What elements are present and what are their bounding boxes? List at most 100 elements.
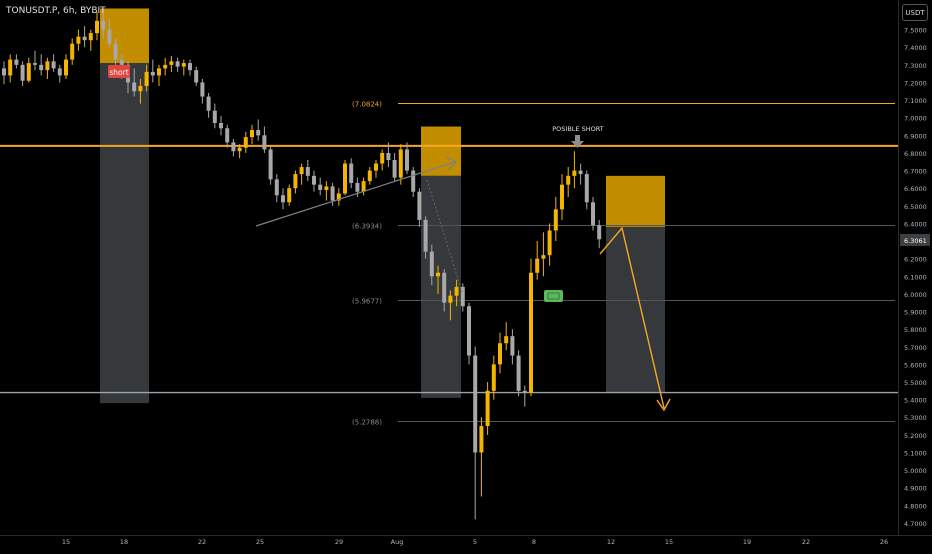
candle-body bbox=[386, 152, 391, 160]
trend-line bbox=[255, 161, 456, 227]
x-tick-label: 29 bbox=[335, 538, 343, 546]
candle-body bbox=[150, 71, 155, 76]
candle-body bbox=[262, 135, 267, 150]
candle-body bbox=[57, 68, 62, 76]
candle-body bbox=[572, 170, 577, 176]
candle-body bbox=[541, 255, 546, 259]
x-tick-label: 5 bbox=[473, 538, 477, 546]
candle-body bbox=[287, 188, 292, 203]
candle-body bbox=[324, 186, 329, 190]
candle-body bbox=[206, 96, 211, 111]
short-tag-label: short bbox=[109, 68, 128, 77]
candle-body bbox=[349, 163, 354, 183]
position-stop-zone bbox=[606, 175, 665, 227]
candle-body bbox=[8, 59, 13, 76]
candle-body bbox=[522, 390, 527, 393]
y-tick-label: 7.2000 bbox=[904, 79, 927, 87]
candle-body bbox=[231, 142, 236, 152]
candle-body bbox=[2, 68, 6, 76]
candle-body bbox=[175, 61, 180, 67]
current-price-badge bbox=[900, 233, 930, 246]
candle-body bbox=[398, 149, 403, 178]
candle-body bbox=[411, 170, 416, 192]
candle-body bbox=[460, 286, 465, 307]
candle-body bbox=[374, 163, 378, 171]
y-tick-label: 5.2000 bbox=[904, 432, 927, 440]
posible-short-label: POSIBLE SHORT bbox=[552, 125, 604, 133]
candle-body bbox=[498, 343, 502, 365]
candle-body bbox=[429, 251, 434, 277]
position-target-zone bbox=[100, 63, 149, 404]
x-tick-label: 15 bbox=[665, 538, 673, 546]
position-stop-zone bbox=[421, 126, 461, 176]
candle-body bbox=[355, 182, 360, 192]
candle-body bbox=[88, 33, 93, 41]
candle-body bbox=[299, 167, 304, 175]
candle-body bbox=[380, 152, 385, 164]
candle-body bbox=[591, 202, 595, 226]
candle-body bbox=[367, 170, 372, 182]
candle-body bbox=[473, 355, 478, 453]
y-tick-label: 7.4000 bbox=[904, 44, 927, 52]
candle-body bbox=[243, 137, 248, 148]
level-lines: (7.0824) (6.3934) (5.9677) (5.2788) bbox=[0, 101, 898, 427]
candle-body bbox=[212, 110, 217, 123]
candle-body bbox=[479, 426, 484, 453]
candle-body bbox=[101, 20, 106, 30]
x-tick-label: 26 bbox=[880, 538, 888, 546]
candle-body bbox=[14, 59, 19, 65]
level-label: (5.9677) bbox=[352, 298, 382, 306]
y-tick-label: 6.4000 bbox=[904, 220, 927, 228]
candle-body bbox=[132, 82, 137, 92]
trend-line-arrowhead bbox=[445, 156, 458, 171]
candle-body bbox=[119, 59, 124, 65]
x-tick-label: 22 bbox=[802, 538, 810, 546]
x-tick-label: 15 bbox=[62, 538, 70, 546]
candle-body bbox=[20, 64, 25, 81]
candle-body bbox=[485, 390, 490, 427]
y-tick-label: 6.2000 bbox=[904, 256, 927, 264]
candle-body bbox=[578, 170, 583, 175]
x-tick-label: 12 bbox=[607, 538, 615, 546]
candle-body bbox=[33, 63, 37, 65]
target-marker bbox=[544, 290, 563, 302]
y-tick-label: 6.9000 bbox=[904, 132, 927, 140]
candle-body bbox=[107, 29, 112, 44]
candle-body bbox=[225, 128, 230, 143]
level-label: (7.0824) bbox=[352, 101, 382, 109]
candle-body bbox=[423, 219, 428, 252]
candle-body bbox=[138, 86, 143, 92]
position-stop-zone bbox=[100, 8, 149, 64]
candle-body bbox=[219, 123, 223, 129]
y-tick-label: 5.9000 bbox=[904, 309, 927, 317]
x-tick-label: 8 bbox=[532, 538, 536, 546]
candle-body bbox=[491, 364, 496, 391]
candle-body bbox=[194, 70, 199, 83]
candle-body bbox=[51, 61, 56, 69]
candle-body bbox=[392, 160, 397, 178]
candle-body bbox=[70, 43, 75, 60]
y-tick-label: 4.9000 bbox=[904, 485, 927, 493]
candle-body bbox=[553, 209, 558, 231]
x-tick-label: 25 bbox=[256, 538, 264, 546]
candle-body bbox=[268, 149, 273, 180]
candle-body bbox=[535, 258, 540, 273]
level-label: (6.3934) bbox=[352, 223, 382, 231]
y-tick-label: 4.7000 bbox=[904, 520, 927, 528]
x-tick-label: Aug bbox=[391, 538, 404, 546]
candle-body bbox=[448, 295, 453, 303]
current-price-label: 6.3061 bbox=[904, 237, 927, 245]
candle-body bbox=[95, 20, 99, 34]
candle-body bbox=[467, 306, 471, 356]
y-tick-label: 5.0000 bbox=[904, 467, 927, 475]
y-tick-label: 6.8000 bbox=[904, 150, 927, 158]
projection-arrow bbox=[599, 226, 665, 409]
candle-body bbox=[64, 59, 68, 76]
y-tick-label: 7.1000 bbox=[904, 97, 927, 105]
y-tick-label: 5.6000 bbox=[904, 361, 927, 369]
x-tick-label: 19 bbox=[743, 538, 751, 546]
target-marker-inner bbox=[547, 292, 560, 300]
currency-badge[interactable]: USDT bbox=[902, 4, 928, 21]
